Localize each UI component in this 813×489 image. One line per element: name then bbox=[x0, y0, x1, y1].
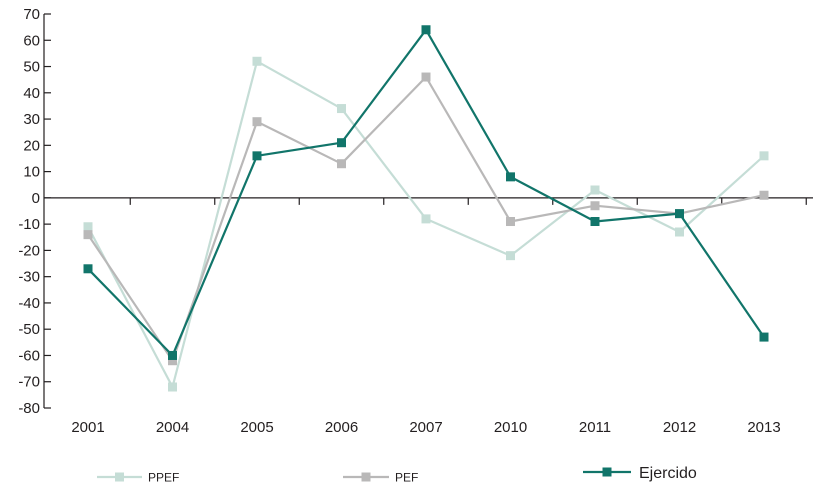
y-tick-label: -10 bbox=[18, 216, 40, 233]
x-tick-label: 2001 bbox=[71, 419, 104, 436]
data-point bbox=[590, 185, 600, 195]
data-point bbox=[168, 382, 177, 392]
legend-swatch-marker bbox=[115, 472, 124, 482]
data-point bbox=[83, 230, 93, 240]
data-point bbox=[252, 151, 262, 161]
data-point bbox=[421, 72, 431, 82]
series-ejercido bbox=[83, 25, 769, 360]
y-tick-label: -70 bbox=[18, 374, 40, 391]
data-point bbox=[83, 264, 93, 274]
series-line bbox=[87, 60, 765, 389]
data-point bbox=[168, 350, 177, 360]
data-point bbox=[506, 172, 515, 182]
x-tick-label: 2013 bbox=[747, 419, 780, 436]
y-axis-ticks: 70 60 50 40 30 20 10 0 -10 -20 -30 -40 -50 -60 -70 -80 bbox=[18, 6, 51, 417]
legend-item-ejercido: Ejercido bbox=[583, 465, 697, 482]
data-point bbox=[506, 217, 515, 227]
x-tick-label: 2010 bbox=[494, 419, 527, 436]
data-point bbox=[506, 251, 515, 261]
y-tick-label: 10 bbox=[23, 164, 40, 181]
legend-label: PPEF bbox=[148, 470, 179, 484]
x-axis-ticks: 2001 2004 2005 2006 2007 2010 2011 2012 2013 bbox=[71, 197, 807, 436]
data-point bbox=[759, 332, 769, 342]
data-point bbox=[675, 227, 684, 237]
data-point bbox=[421, 214, 431, 224]
y-tick-label: 20 bbox=[23, 137, 40, 154]
y-tick-label: 0 bbox=[32, 190, 40, 207]
y-tick-label: 60 bbox=[23, 32, 40, 49]
x-tick-label: 2005 bbox=[240, 419, 273, 436]
data-point bbox=[337, 138, 346, 148]
series-ppef bbox=[83, 56, 769, 392]
data-point bbox=[83, 222, 93, 232]
legend-swatch-marker bbox=[602, 467, 612, 477]
data-point bbox=[337, 159, 346, 169]
x-tick-label: 2012 bbox=[663, 419, 696, 436]
data-point bbox=[252, 56, 262, 66]
data-point bbox=[675, 209, 684, 219]
legend: PPEF PEF Ejercido bbox=[97, 465, 697, 484]
x-tick-label: 2004 bbox=[156, 419, 189, 436]
x-tick-label: 2007 bbox=[409, 419, 442, 436]
data-point bbox=[759, 190, 769, 200]
y-tick-label: 40 bbox=[23, 85, 40, 102]
x-tick-label: 2006 bbox=[325, 419, 358, 436]
data-point bbox=[759, 151, 769, 161]
y-tick-label: -20 bbox=[18, 242, 40, 259]
data-point bbox=[337, 104, 346, 114]
x-tick-label: 2011 bbox=[579, 419, 611, 436]
legend-item-pef: PEF bbox=[343, 470, 418, 484]
legend-label: PEF bbox=[395, 470, 418, 484]
axes bbox=[43, 14, 813, 408]
y-tick-label: -60 bbox=[18, 347, 40, 364]
y-tick-label: 70 bbox=[23, 6, 40, 23]
data-point bbox=[421, 25, 431, 35]
y-tick-label: -30 bbox=[18, 269, 40, 286]
y-tick-label: -40 bbox=[18, 295, 40, 312]
data-point bbox=[252, 117, 262, 127]
data-point bbox=[168, 356, 177, 366]
y-tick-label: 50 bbox=[23, 59, 40, 76]
y-tick-label: -80 bbox=[18, 400, 40, 417]
series-layer bbox=[83, 25, 769, 392]
legend-item-ppef: PPEF bbox=[97, 470, 179, 484]
y-tick-label: 30 bbox=[23, 111, 40, 128]
legend-swatch-marker bbox=[361, 472, 371, 482]
legend-label: Ejercido bbox=[639, 465, 697, 482]
y-tick-label: -50 bbox=[18, 321, 40, 338]
data-point bbox=[590, 201, 600, 211]
data-point bbox=[590, 217, 600, 227]
